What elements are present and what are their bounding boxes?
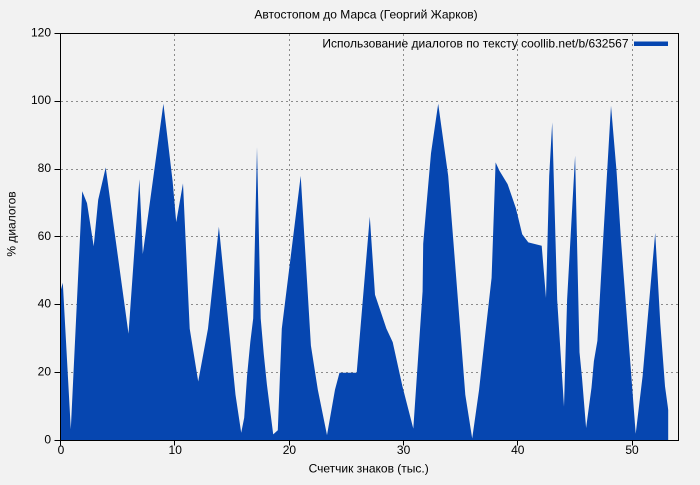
- svg-text:40: 40: [38, 297, 52, 311]
- svg-text:20: 20: [38, 365, 52, 379]
- svg-text:20: 20: [283, 443, 297, 457]
- svg-text:60: 60: [38, 229, 52, 243]
- svg-text:Автостопом до Марса (Георгий Ж: Автостопом до Марса (Георгий Жарков): [254, 8, 477, 22]
- svg-text:120: 120: [31, 25, 51, 39]
- svg-text:Использование диалогов по текс: Использование диалогов по тексту coollib…: [322, 36, 628, 50]
- svg-text:% диалогов: % диалогов: [5, 191, 19, 256]
- svg-text:80: 80: [38, 161, 52, 175]
- svg-text:0: 0: [44, 432, 51, 446]
- svg-text:0: 0: [58, 443, 65, 457]
- svg-text:30: 30: [397, 443, 411, 457]
- svg-text:10: 10: [169, 443, 183, 457]
- svg-text:100: 100: [31, 93, 51, 107]
- svg-text:Счетчик знаков (тыс.): Счетчик знаков (тыс.): [309, 462, 429, 476]
- svg-text:40: 40: [511, 443, 525, 457]
- svg-text:50: 50: [625, 443, 639, 457]
